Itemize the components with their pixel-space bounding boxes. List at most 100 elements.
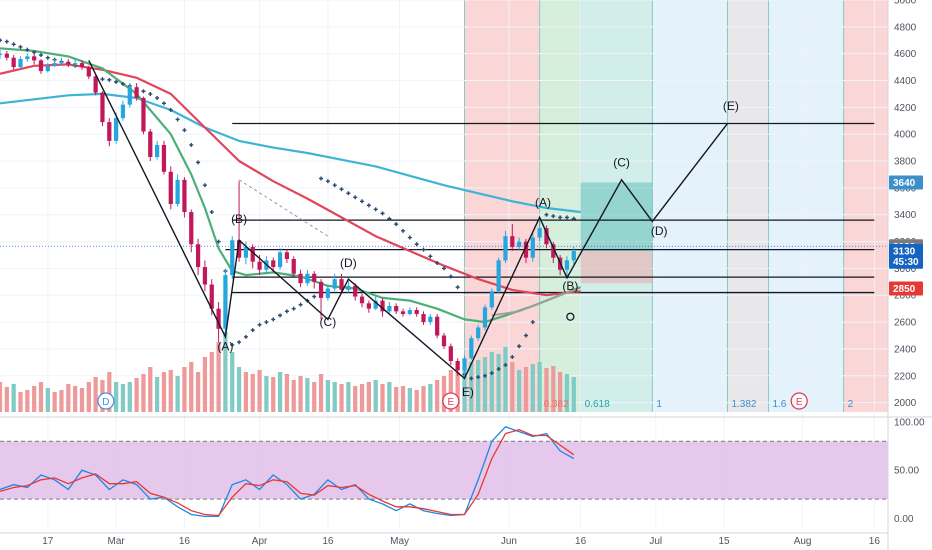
psar-point-23 xyxy=(168,108,173,113)
volume-bar-62 xyxy=(421,386,426,412)
volume-bar-35 xyxy=(236,367,242,412)
candle-body-35 xyxy=(236,240,242,258)
candle-body-63 xyxy=(428,316,433,323)
psar-point-28 xyxy=(202,183,207,188)
candle-body-45 xyxy=(305,273,310,284)
candle-body-18 xyxy=(120,104,126,119)
psar-point-2 xyxy=(11,42,16,47)
psar-point-63 xyxy=(442,266,446,271)
psar-point-4 xyxy=(25,47,30,52)
time-tick-10: Aug xyxy=(794,536,812,547)
psar-point-6 xyxy=(38,53,43,58)
candle-body-73 xyxy=(496,260,501,292)
stoch-tick-1: 50.00 xyxy=(894,466,919,477)
event-badge-text-0: D xyxy=(102,397,109,408)
price-label-0: 3640 xyxy=(893,178,916,189)
volume-bar-61 xyxy=(414,390,419,412)
candle-body-19 xyxy=(127,87,132,105)
fib-zone-4 xyxy=(727,0,769,412)
volume-bar-6 xyxy=(38,382,44,412)
fib-label-3: 1 xyxy=(656,399,662,410)
candle-body-31 xyxy=(209,284,214,309)
volume-bar-69 xyxy=(469,362,474,412)
psar-point-69 xyxy=(482,373,487,378)
wave-label-9: (E) xyxy=(723,99,739,113)
candle-body-70 xyxy=(476,327,481,339)
stochastic-pane xyxy=(0,416,932,518)
volume-bar-75 xyxy=(510,362,515,412)
candle-body-67 xyxy=(455,361,460,371)
candle-body-26 xyxy=(175,179,180,204)
time-tick-11: 16 xyxy=(869,536,881,547)
volume-bar-41 xyxy=(277,372,283,412)
fib-labels: 0.382 0.618 1 1.382 1.6 2 xyxy=(544,399,854,410)
volume-bar-74 xyxy=(503,347,508,412)
psar-point-53 xyxy=(373,207,378,212)
volume-bar-33 xyxy=(223,332,228,412)
volume-bar-81 xyxy=(551,366,556,412)
time-tick-5: May xyxy=(390,536,409,547)
volume-bar-57 xyxy=(387,382,392,412)
price-tick-11: 4200 xyxy=(894,103,917,114)
psar-point-71 xyxy=(496,367,501,372)
volume-bar-70 xyxy=(476,360,481,412)
psar-point-36 xyxy=(257,322,262,327)
candle-body-22 xyxy=(148,131,153,158)
volume-bar-76 xyxy=(517,370,522,412)
price-label-box-4 xyxy=(889,281,923,296)
candle-body-15 xyxy=(100,92,105,123)
volume-bar-68 xyxy=(462,367,467,412)
volume-bar-43 xyxy=(291,380,296,412)
volume-bar-9 xyxy=(59,390,64,412)
price-tick-3: 2600 xyxy=(894,318,917,329)
candle-body-6 xyxy=(38,60,44,72)
candle-body-62 xyxy=(421,314,426,323)
psar-point-65 xyxy=(455,285,460,290)
psar-point-47 xyxy=(332,183,337,188)
volume-bar-64 xyxy=(435,380,440,412)
volume-bar-34 xyxy=(230,352,235,412)
psar-point-46 xyxy=(325,179,330,184)
sma-slow-line xyxy=(0,92,581,214)
volume-bar-59 xyxy=(400,386,406,412)
price-tick-12: 4400 xyxy=(894,76,917,87)
price-label-4: 2850 xyxy=(893,284,916,295)
candle-body-49 xyxy=(332,279,337,289)
candle-body-23 xyxy=(154,144,160,158)
candle-body-38 xyxy=(257,261,262,270)
volume-bar-66 xyxy=(448,370,453,412)
psar-point-20 xyxy=(148,91,153,96)
candle-body-16 xyxy=(107,122,112,141)
volume-bar-44 xyxy=(298,376,303,412)
volume-bar-58 xyxy=(394,387,399,412)
sma-gray-line xyxy=(491,289,575,317)
psar-point-67 xyxy=(469,376,474,381)
price-tick-13: 4600 xyxy=(894,49,917,60)
volume-bar-25 xyxy=(168,370,173,412)
candle-body-2 xyxy=(11,57,16,68)
volume-bar-4 xyxy=(25,390,30,412)
volume-bar-37 xyxy=(250,374,255,412)
volume-bar-7 xyxy=(45,388,50,412)
volume-bar-32 xyxy=(216,342,221,412)
volume-bar-13 xyxy=(86,382,91,412)
psar-point-61 xyxy=(428,254,433,259)
fib-zone-6 xyxy=(843,0,888,412)
price-label-box-0 xyxy=(889,175,923,190)
candle-body-32 xyxy=(216,308,221,329)
event-badge-text-2: E xyxy=(796,397,803,408)
fib-label-2: 0.618 xyxy=(585,399,610,410)
volume-bar-40 xyxy=(271,377,276,412)
price-tick-9: 3800 xyxy=(894,157,917,168)
psar-point-22 xyxy=(161,101,166,106)
candle-body-46 xyxy=(312,273,317,282)
fib-zone-1 xyxy=(539,0,581,412)
candle-body-4 xyxy=(25,56,30,60)
psar-point-49 xyxy=(346,191,351,196)
volume-bar-27 xyxy=(182,367,187,412)
fib-label-6: 2 xyxy=(848,399,854,410)
psar-point-25 xyxy=(182,128,187,133)
candle-body-28 xyxy=(189,212,194,245)
psar-point-14 xyxy=(107,77,112,82)
